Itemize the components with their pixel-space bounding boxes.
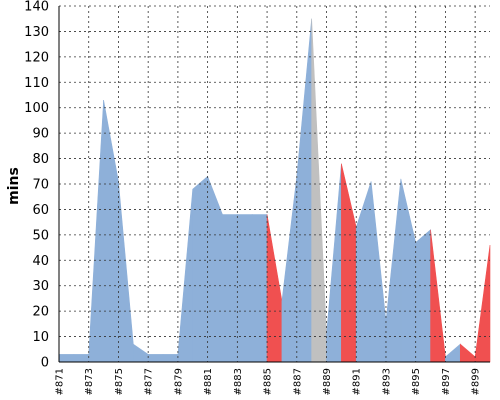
- area-segment-875: [103, 100, 119, 363]
- axes: [58, 6, 490, 363]
- area-segment-890: [326, 163, 342, 363]
- area-segment-891: [341, 163, 357, 363]
- x-tick-label-887: #887: [292, 368, 303, 395]
- y-tick-label-110: 110: [24, 76, 49, 91]
- area-segment-897: [430, 229, 446, 363]
- x-tick-label-883: #883: [233, 368, 244, 395]
- area-segment-899: [459, 343, 476, 363]
- x-tick-labels: #871 #873 #875 #877 #879 #881 #883 #885 #887 #889…: [55, 368, 482, 395]
- area-segment-893: [370, 181, 387, 363]
- y-tick-label-140: 140: [24, 0, 49, 15]
- area-segment-872: [58, 354, 75, 363]
- y-tick-label-120: 120: [24, 50, 49, 65]
- y-axis-label: mins: [6, 167, 22, 205]
- area-segments: [58, 18, 491, 363]
- y-tick-label-80: 80: [32, 152, 49, 167]
- area-segment-881: [192, 175, 208, 363]
- area-segment-879: [162, 354, 179, 363]
- area-segment-884: [237, 214, 253, 363]
- y-tick-label-50: 50: [32, 228, 49, 243]
- area-segment-894: [385, 178, 402, 363]
- x-tick-label-879: #879: [173, 368, 184, 395]
- x-tick-label-895: #895: [411, 368, 422, 395]
- area-segment-873: [73, 354, 90, 363]
- y-tick-labels: 0 10 20 30 40 50 60 70 80 90 100 110 120 130 140: [24, 0, 49, 371]
- x-tick-label-885: #885: [263, 368, 274, 395]
- area-segment-895: [400, 178, 416, 363]
- y-tick-label-0: 0: [41, 356, 49, 371]
- area-segment-892: [355, 181, 372, 363]
- y-tick-label-60: 60: [32, 203, 49, 218]
- x-tick-label-871: #871: [55, 368, 66, 395]
- y-tick-label-100: 100: [24, 101, 49, 116]
- x-tick-label-877: #877: [144, 368, 155, 395]
- area-segment-900: [474, 244, 491, 363]
- area-segment-885: [251, 214, 268, 363]
- x-tick-label-899: #899: [471, 368, 482, 395]
- area-segment-887: [281, 176, 298, 363]
- area-segment-896: [415, 229, 431, 363]
- area-segment-888: [296, 18, 312, 363]
- area-segment-880: [177, 189, 194, 363]
- y-tick-label-70: 70: [32, 178, 49, 193]
- area-segment-874: [88, 100, 104, 363]
- area-segment-886: [266, 214, 283, 363]
- x-tick-label-875: #875: [114, 368, 125, 395]
- area-segment-889: [311, 18, 327, 363]
- area-segment-878: [147, 354, 164, 363]
- area-segment-882: [207, 176, 223, 363]
- y-tick-label-90: 90: [32, 127, 49, 142]
- x-tick-label-897: #897: [441, 368, 452, 395]
- area-segment-898: [445, 343, 461, 363]
- x-tick-label-889: #889: [322, 368, 333, 395]
- y-tick-label-40: 40: [32, 254, 49, 269]
- area-segment-883: [222, 214, 238, 363]
- x-tick-label-881: #881: [203, 368, 214, 395]
- y-tick-label-10: 10: [32, 330, 49, 345]
- y-tick-label-30: 30: [32, 279, 49, 294]
- x-tick-label-893: #893: [381, 368, 392, 395]
- area-segment-877: [133, 343, 149, 363]
- y-tick-label-130: 130: [24, 25, 49, 40]
- y-tick-label-20: 20: [32, 305, 49, 320]
- x-tick-label-873: #873: [84, 368, 95, 395]
- area-segment-876: [118, 181, 134, 363]
- x-tick-label-891: #891: [352, 368, 363, 395]
- grid-lines: [58, 5, 490, 362]
